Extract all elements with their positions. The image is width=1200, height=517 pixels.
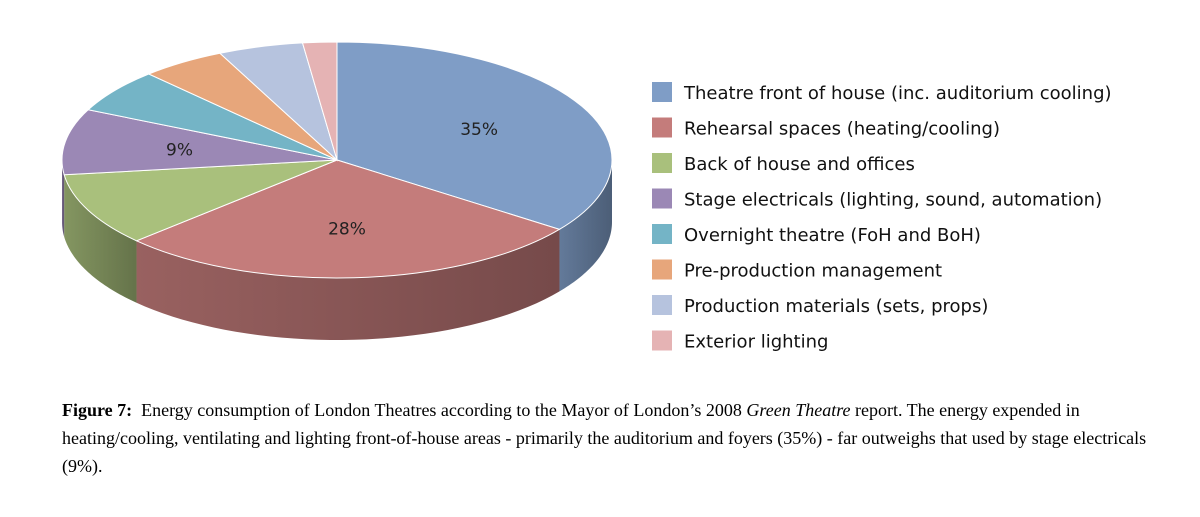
legend-label-overnight-theatre-foh-and-boh: Overnight theatre (FoH and BoH) bbox=[684, 225, 981, 246]
pie-side-rehearsal-spaces-heating-cooling bbox=[136, 229, 560, 340]
pie-side-theatre-front-of-house-inc-auditorium-cooling bbox=[559, 160, 612, 292]
legend-swatch-exterior-lighting bbox=[652, 330, 672, 351]
chart-legend: Theatre front of house (inc. auditorium … bbox=[652, 82, 1112, 353]
legend-swatch-production-materials-sets-props bbox=[652, 295, 672, 315]
legend-swatch-overnight-theatre-foh-and-boh bbox=[652, 224, 672, 244]
pie-data-labels: 35% 28% 9% bbox=[166, 120, 498, 239]
pie-chart: 35% 28% 9% Theatre front of house (inc. au… bbox=[61, 41, 1112, 353]
legend-swatch-rehearsal-spaces-heating-cooling bbox=[652, 117, 672, 138]
data-label-theatre-front-of-house-inc-auditorium-cooling: 35% bbox=[460, 120, 498, 140]
figure-caption: Figure 7: Energy consumption of London T… bbox=[62, 396, 1172, 480]
caption-text-before: Energy consumption of London Theatres ac… bbox=[141, 400, 742, 420]
caption-text-after: report. The energy expended in heating/c… bbox=[62, 400, 1147, 476]
legend-label-production-materials-sets-props: Production materials (sets, props) bbox=[684, 296, 988, 317]
legend-label-stage-electricals-lighting-sound-automation: Stage electricals (lighting, sound, auto… bbox=[684, 190, 1102, 211]
legend-swatch-pre-production-management bbox=[652, 259, 672, 280]
legend-swatch-stage-electricals-lighting-sound-automation bbox=[652, 188, 672, 209]
legend-swatch-back-of-house-and-offices bbox=[652, 153, 672, 173]
pie-slice-back-of-house-and-offices bbox=[63, 159, 338, 242]
legend-label-pre-production-management: Pre-production management bbox=[684, 261, 942, 282]
legend-label-rehearsal-spaces-heating-cooling: Rehearsal spaces (heating/cooling) bbox=[684, 119, 1000, 140]
caption-label: Figure 7: bbox=[62, 400, 133, 420]
pie-side-back-of-house-and-offices bbox=[64, 174, 137, 303]
pie-slice-stage-electricals-lighting-sound-automation bbox=[61, 109, 338, 176]
legend-label-theatre-front-of-house-inc-auditorium-cooling: Theatre front of house (inc. auditorium … bbox=[683, 83, 1112, 104]
data-label-rehearsal-spaces-heating-cooling: 28% bbox=[328, 219, 366, 239]
legend-label-exterior-lighting: Exterior lighting bbox=[684, 332, 828, 353]
legend-swatch-theatre-front-of-house-inc-auditorium-cooling bbox=[652, 82, 672, 102]
pie-slice-theatre-front-of-house-inc-auditorium-cooling bbox=[336, 41, 613, 230]
pie-slice-rehearsal-spaces-heating-cooling bbox=[135, 159, 561, 279]
caption-italic: Green Theatre bbox=[746, 400, 851, 420]
data-label-stage-electricals-lighting-sound-automation: 9% bbox=[166, 140, 193, 160]
legend-label-back-of-house-and-offices: Back of house and offices bbox=[684, 154, 915, 175]
pie-slice-exterior-lighting bbox=[301, 41, 338, 161]
pie-side-stage-electricals-lighting-sound-automation bbox=[62, 160, 65, 237]
pie-slices bbox=[61, 41, 613, 340]
